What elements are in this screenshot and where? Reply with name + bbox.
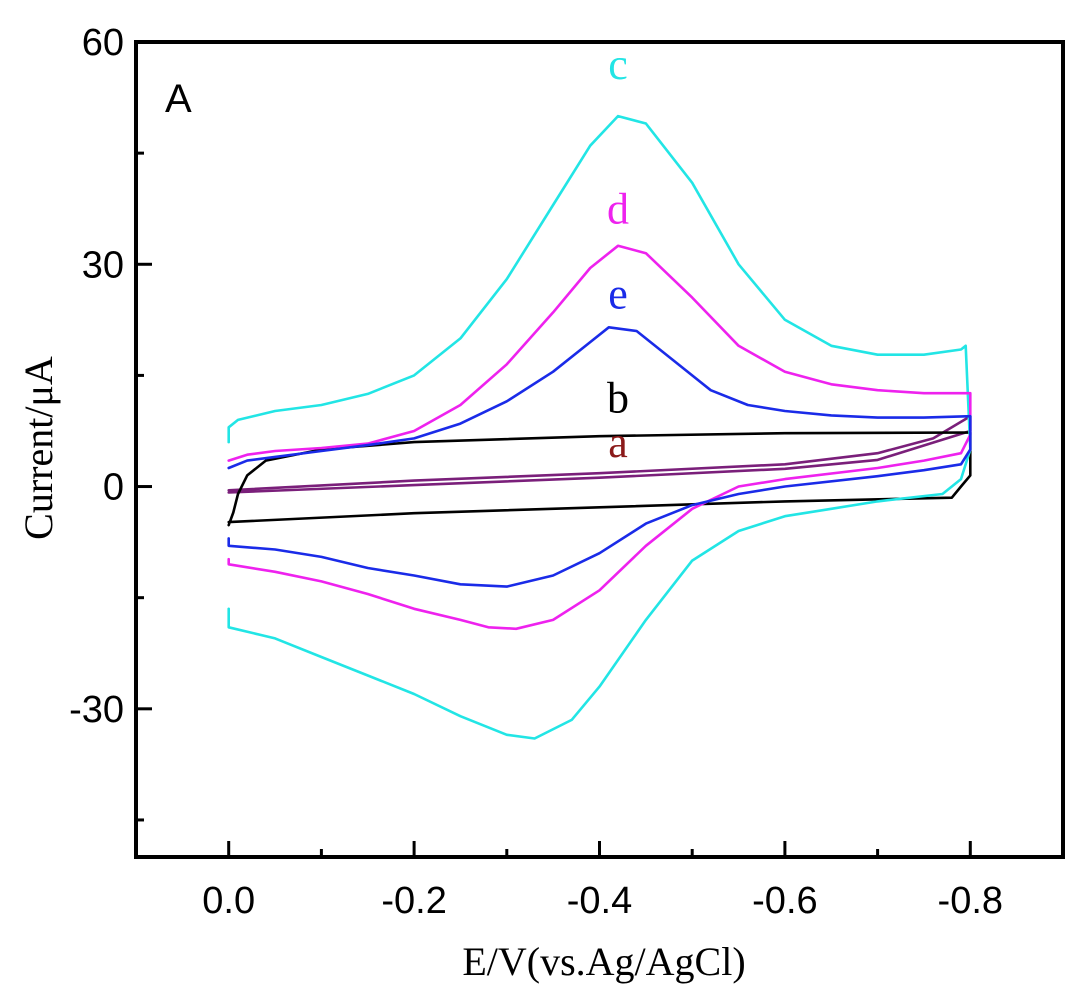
y-tick-label: 30 bbox=[82, 244, 124, 286]
y-tick-label: 0 bbox=[103, 467, 124, 509]
curve-c bbox=[227, 114, 972, 740]
x-tick-label: -0.2 bbox=[381, 880, 446, 922]
curve-e bbox=[227, 326, 972, 588]
curves-layer bbox=[227, 114, 972, 740]
curve-label-d: d bbox=[607, 185, 629, 234]
x-tick-label: -0.8 bbox=[938, 880, 1003, 922]
y-tick-label: 60 bbox=[82, 22, 124, 64]
tick-labels-layer: 0.0 -0.2 -0.4 -0.6 -0.8 60 30 0 -30 bbox=[69, 22, 1003, 922]
y-axis-title: Current/μA bbox=[16, 356, 61, 540]
x-tick-label: -0.4 bbox=[567, 880, 632, 922]
curve-a bbox=[227, 414, 972, 494]
panel-label: A bbox=[165, 77, 192, 121]
ticks-layer bbox=[134, 40, 1065, 857]
curve-label-a: a bbox=[608, 418, 628, 467]
plot-frame bbox=[134, 40, 1065, 859]
x-tick-label: -0.6 bbox=[752, 880, 817, 922]
curve-label-c: c bbox=[608, 40, 628, 89]
curve-b bbox=[227, 431, 972, 527]
x-tick-label: 0.0 bbox=[202, 880, 255, 922]
curve-labels-layer: ab c de bbox=[607, 40, 629, 467]
curve-label-e: e bbox=[608, 270, 628, 319]
x-axis-title: E/V(vs.Ag/AgCl) bbox=[462, 939, 745, 984]
y-tick-label: -30 bbox=[69, 689, 124, 731]
curve-label-b: b bbox=[607, 373, 629, 422]
curve-d bbox=[227, 244, 972, 631]
